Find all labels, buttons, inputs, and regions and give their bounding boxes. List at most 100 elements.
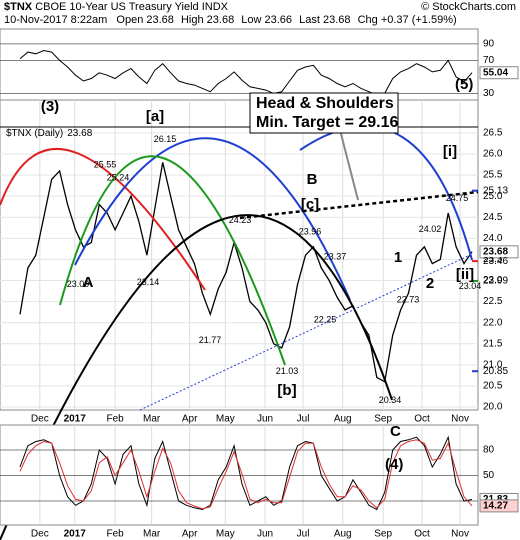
date: 10-Nov-2017 8:22am bbox=[4, 14, 107, 26]
point-label: 24.02 bbox=[419, 224, 442, 234]
wave-label: B bbox=[307, 171, 318, 188]
y-tick-label: 26.0 bbox=[483, 149, 503, 160]
point-label: 23.09 bbox=[67, 279, 90, 289]
quote-line: 10-Nov-2017 8:22am Open 23.68 High 23.68… bbox=[4, 14, 457, 26]
x-tick-label: Mar bbox=[143, 529, 161, 540]
point-label: 21.77 bbox=[199, 335, 222, 345]
panel-frame bbox=[0, 99, 479, 411]
x-tick-label: May bbox=[216, 529, 235, 540]
x-tick-label: Jun bbox=[257, 414, 273, 425]
reference-label: 22.99 bbox=[483, 276, 508, 287]
legend-name: $TNX (Daily) bbox=[6, 128, 63, 139]
wave-label: [c] bbox=[301, 196, 319, 213]
cycle-arc bbox=[74, 137, 351, 301]
high-label: High bbox=[181, 14, 204, 26]
y-tick-label: 23.5 bbox=[483, 254, 503, 265]
wave-label: [ii] bbox=[456, 266, 474, 283]
cycle-arc bbox=[0, 214, 393, 540]
last: 23.68 bbox=[323, 14, 351, 26]
y-tick-label: 21.5 bbox=[483, 338, 503, 349]
x-tick-label: 2017 bbox=[64, 529, 87, 540]
wave-label: (3) bbox=[41, 98, 59, 115]
change: +0.37 (+1.59%) bbox=[381, 14, 457, 26]
series-line bbox=[19, 439, 473, 510]
x-tick-label: Nov bbox=[451, 529, 469, 540]
y-tick-label: 24.5 bbox=[483, 212, 503, 223]
x-tick-label: Feb bbox=[107, 529, 125, 540]
x-tick-label: Apr bbox=[182, 529, 198, 540]
reference-label: 20.85 bbox=[483, 366, 508, 377]
reference-label: 25.13 bbox=[483, 185, 508, 196]
y-tick-label: 24.0 bbox=[483, 233, 503, 244]
point-label: 25.55 bbox=[94, 159, 117, 169]
wave-label: [a] bbox=[146, 108, 164, 125]
low-label: Low bbox=[241, 14, 261, 26]
x-tick-label: May bbox=[216, 414, 235, 425]
x-tick-label: Dec bbox=[31, 414, 49, 425]
last-value-tag bbox=[479, 66, 519, 80]
y-tick-label: 30 bbox=[483, 88, 495, 99]
x-tick-label: Aug bbox=[334, 414, 352, 425]
y-tick-label: 22.0 bbox=[483, 317, 503, 328]
point-label: 26.15 bbox=[154, 134, 177, 144]
x-tick-label: Sep bbox=[374, 414, 392, 425]
legend: $TNX (Daily) 23.68 bbox=[6, 128, 93, 139]
legend-value: 23.68 bbox=[67, 128, 92, 139]
x-tick-label: Aug bbox=[334, 529, 352, 540]
x-tick-label: Sep bbox=[374, 529, 392, 540]
last-label: Last bbox=[299, 14, 320, 26]
note-box bbox=[249, 92, 399, 134]
point-label: 22.25 bbox=[314, 315, 337, 325]
point-label: 23.04 bbox=[459, 281, 482, 291]
change-label: Chg bbox=[358, 14, 378, 26]
x-tick-label: Dec bbox=[31, 529, 49, 540]
series-line bbox=[19, 435, 473, 511]
panel-frame bbox=[0, 424, 479, 526]
point-label: 23.37 bbox=[324, 251, 347, 261]
x-tick-label: Feb bbox=[107, 414, 125, 425]
name: CBOE 10-Year US Treasury Yield INDX bbox=[35, 1, 228, 13]
x-tick-label: Jul bbox=[297, 414, 310, 425]
symbol: $TNX bbox=[4, 1, 33, 13]
pattern-note: Min. Target = 29.16 bbox=[256, 114, 399, 131]
source: © StockCharts.com bbox=[421, 1, 516, 13]
last-value-tag bbox=[479, 245, 519, 259]
x-tick-label: 2017 bbox=[64, 414, 87, 425]
wave-label: C bbox=[390, 423, 401, 440]
y-tick-label: 70 bbox=[483, 55, 495, 66]
last-value-label: 23.68 bbox=[483, 246, 508, 257]
neckline bbox=[239, 190, 479, 220]
y-tick-label: 20.5 bbox=[483, 381, 503, 392]
note-arrow bbox=[339, 129, 359, 201]
x-tick-label: Apr bbox=[182, 414, 198, 425]
last-value-label: 55.04 bbox=[483, 67, 508, 78]
series-line bbox=[19, 49, 473, 96]
x-tick-label: Mar bbox=[143, 414, 161, 425]
point-label: 22.73 bbox=[397, 294, 420, 304]
last-value-label: 14.27 bbox=[483, 501, 508, 512]
point-label: 23.96 bbox=[299, 226, 322, 236]
point-label: 24.75 bbox=[446, 193, 469, 203]
low: 23.66 bbox=[265, 14, 293, 26]
x-tick-label: Jun bbox=[257, 529, 273, 540]
point-label: 24.23 bbox=[229, 215, 252, 225]
point-label: 23.14 bbox=[137, 277, 160, 287]
wave-label: (5) bbox=[455, 76, 473, 93]
wave-label: [b] bbox=[277, 382, 296, 399]
last-value-tag bbox=[479, 499, 519, 513]
wave-label: [i] bbox=[443, 143, 457, 160]
open-label: Open bbox=[116, 14, 143, 26]
header-line: $TNX CBOE 10-Year US Treasury Yield INDX bbox=[4, 1, 229, 13]
point-label: 25.24 bbox=[107, 172, 130, 182]
x-tick-label: Oct bbox=[414, 529, 430, 540]
point-label: 20.34 bbox=[379, 395, 402, 405]
reference-label: 23.46 bbox=[483, 256, 508, 267]
point-label: 21.03 bbox=[276, 366, 299, 376]
cycle-arc bbox=[59, 155, 286, 366]
cycle-arc bbox=[0, 148, 206, 291]
y-tick-label: 20.0 bbox=[483, 402, 503, 413]
y-tick-label: 26.5 bbox=[483, 128, 503, 139]
cycle-arc bbox=[299, 125, 473, 261]
high: 23.68 bbox=[207, 14, 235, 26]
